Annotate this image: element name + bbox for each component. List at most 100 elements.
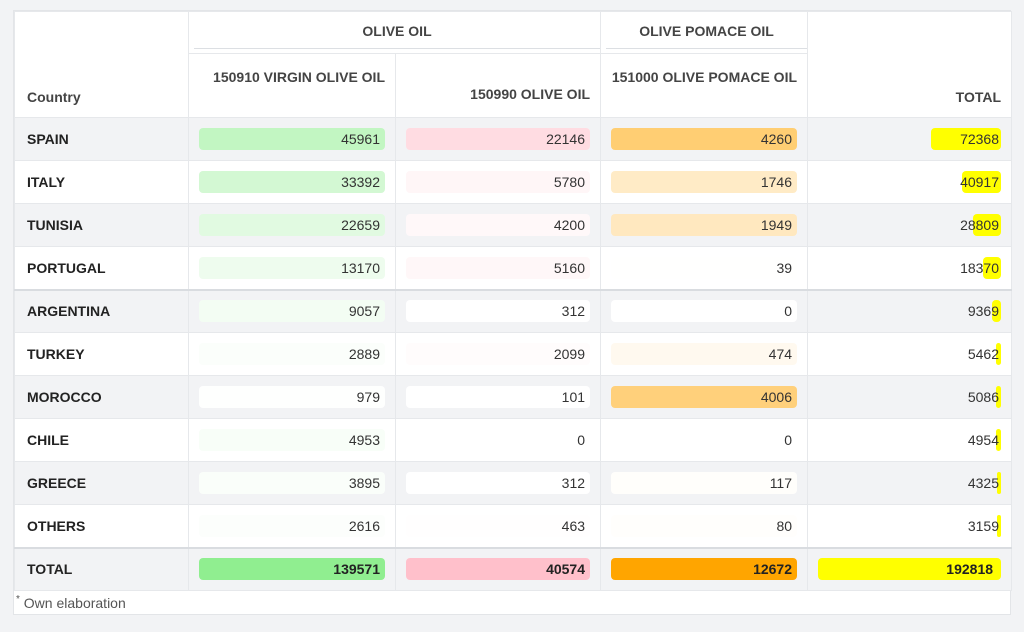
olive-oil-cell: 2099 (394, 332, 602, 376)
total-value: 4954 (967, 432, 1000, 448)
olive-pomace-oil-bar-fill (611, 128, 798, 150)
total-value: 9369 (967, 303, 1000, 320)
olive-oil-value: 312 (561, 475, 586, 491)
total-value: 192818 (946, 561, 994, 578)
virgin-olive-oil-cell: 979 (188, 375, 396, 419)
total-bar: 72368 (818, 128, 1002, 150)
country-name: PORTUGAL (14, 246, 189, 290)
olive-oil-bar-fill (406, 256, 591, 279)
virgin-olive-oil-value: 139571 (333, 561, 380, 578)
table-row: PORTUGAL 13170 5160 39 18370 (14, 246, 1013, 290)
total-bar-fill (997, 514, 1002, 537)
olive-oil-value: 101 (561, 389, 586, 405)
total-row: TOTAL 139571 40574 12672 192818 (14, 546, 1013, 591)
olive-oil-bar-fill (406, 558, 591, 581)
total-bar: 28809 (818, 214, 1002, 236)
olive-pomace-oil-header[interactable]: 151000 OLIVE POMACE OIL (600, 53, 809, 118)
virgin-olive-oil-cell: 33392 (188, 160, 396, 204)
virgin-olive-oil-bar: 4953 (199, 429, 385, 451)
total-bar: 5086 (818, 386, 1002, 408)
virgin-olive-oil-header[interactable]: 150910 VIRGIN OLIVE OIL (188, 53, 396, 118)
virgin-olive-oil-value: 9057 (348, 303, 380, 320)
total-header[interactable]: TOTAL (807, 11, 1013, 118)
olive-oil-value: 5780 (553, 174, 586, 190)
virgin-olive-oil-value: 22659 (341, 217, 380, 233)
olive-pomace-oil-bar-fill (611, 171, 798, 193)
total-bar: 40917 (818, 171, 1002, 193)
olive-oil-value: 22146 (546, 131, 586, 147)
olive-pomace-oil-bar: 1949 (611, 214, 798, 236)
total-bar: 18370 (818, 256, 1002, 279)
olive-oil-cell: 5160 (394, 246, 602, 290)
table-row: ARGENTINA 9057 312 0 9369 (14, 288, 1013, 333)
virgin-olive-oil-value: 45961 (341, 131, 380, 147)
olive-oil-cell: 4200 (394, 203, 602, 247)
total-bar-fill (961, 171, 1002, 193)
olive-pomace-oil-bar-fill (611, 515, 797, 537)
olive-oil-header[interactable]: 150990 OLIVE OIL (394, 53, 602, 118)
olive-pomace-oil-value: 4260 (760, 131, 793, 147)
country-name: GREECE (14, 461, 189, 505)
olive-pomace-oil-value: 1949 (760, 217, 793, 233)
total-bar: 9369 (818, 300, 1002, 323)
olive-oil-value: 2099 (553, 346, 586, 362)
total-value: 3159 (967, 517, 1000, 534)
total-bar: 4954 (818, 429, 1002, 451)
olive-oil-bar-fill (406, 171, 591, 193)
total-bar-fill (996, 429, 1002, 451)
olive-oil-cell: 22146 (394, 117, 602, 161)
olive-pomace-oil-value: 80 (776, 517, 793, 534)
olive-oil-bar: 312 (406, 300, 591, 323)
total-value: 72368 (960, 131, 1000, 147)
olive-oil-cell: 0 (394, 418, 602, 462)
virgin-olive-oil-bar-fill (199, 429, 385, 451)
total-value: 18370 (960, 259, 1000, 276)
footnote-mark: * (16, 594, 20, 605)
olive-oil-bar: 101 (406, 386, 591, 408)
total-row-label: TOTAL (14, 546, 189, 591)
total-bar-fill (983, 256, 1002, 279)
table-row: TURKEY 2889 2099 474 5462 (14, 332, 1013, 376)
virgin-olive-oil-value: 979 (356, 389, 380, 405)
olive-pomace-oil-bar: 0 (611, 429, 798, 451)
footnote-text: Own elaboration (23, 595, 126, 611)
virgin-olive-oil-cell: 4953 (188, 418, 396, 462)
country-header[interactable]: Country (14, 11, 189, 118)
country-name: CHILE (14, 418, 189, 462)
olive-pomace-oil-bar: 80 (611, 514, 798, 537)
total-cell: 3159 (807, 504, 1013, 548)
total-cell: 192818 (807, 546, 1013, 591)
olive-oil-bar: 2099 (406, 343, 591, 365)
virgin-olive-oil-value: 13170 (341, 259, 380, 276)
olive-oil-cell: 312 (394, 461, 602, 505)
total-value: 40917 (960, 174, 1000, 190)
olive-oil-bar-fill (406, 343, 591, 365)
olive-oil-bar: 463 (406, 514, 591, 537)
virgin-olive-oil-bar: 33392 (199, 171, 385, 193)
virgin-olive-oil-bar-fill (199, 300, 385, 323)
total-cell: 40917 (807, 160, 1013, 204)
olive-oil-bar: 22146 (406, 128, 591, 150)
total-cell: 4954 (807, 418, 1013, 462)
country-name: SPAIN (14, 117, 189, 161)
virgin-olive-oil-bar-fill (199, 472, 385, 494)
virgin-olive-oil-cell: 3895 (188, 461, 396, 505)
olive-pomace-oil-bar: 1746 (611, 171, 798, 193)
total-value: 28809 (960, 217, 1000, 233)
olive-pomace-oil-cell: 474 (600, 332, 809, 376)
olive-oil-cell: 5780 (394, 160, 602, 204)
total-cell: 4325 (807, 461, 1013, 505)
olive-oil-bar-fill (406, 429, 590, 451)
olive-pomace-oil-cell: 39 (600, 246, 809, 290)
virgin-olive-oil-bar-fill (199, 558, 385, 581)
table-row: GREECE 3895 312 117 4325 (14, 461, 1013, 505)
olive-pomace-oil-cell: 1949 (600, 203, 809, 247)
olive-oil-cell: 463 (394, 504, 602, 548)
olive-oil-value: 0 (577, 432, 586, 448)
footnote: * Own elaboration (16, 594, 126, 611)
olive-pomace-oil-value: 0 (784, 303, 793, 320)
olive-pomace-oil-cell: 1746 (600, 160, 809, 204)
olive-oil-value: 40574 (546, 561, 586, 578)
olive-pomace-oil-value: 4006 (760, 389, 793, 405)
virgin-olive-oil-value: 2616 (348, 517, 380, 534)
